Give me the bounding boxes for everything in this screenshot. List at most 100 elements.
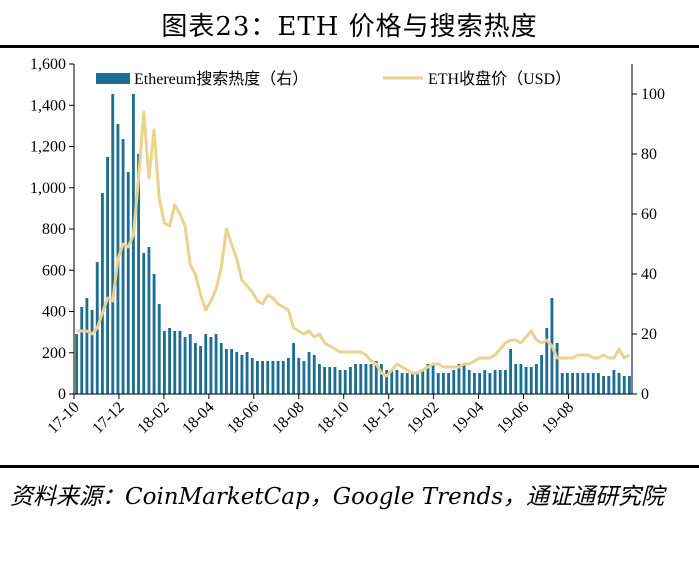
- search-heat-bar: [509, 349, 512, 394]
- right-tick-label: 80: [641, 146, 657, 163]
- x-tick-label: 18-06: [224, 399, 262, 437]
- search-heat-bar: [529, 367, 533, 394]
- search-heat-bar: [142, 253, 146, 394]
- left-tick-label: 1,400: [30, 97, 66, 114]
- left-tick-label: 400: [42, 304, 66, 321]
- search-heat-bar: [390, 370, 394, 394]
- search-heat-bar: [302, 361, 306, 394]
- left-tick-label: 1,600: [30, 56, 66, 73]
- search-heat-bar: [90, 310, 94, 394]
- search-heat-bar: [555, 343, 559, 394]
- search-heat-bar: [173, 331, 177, 394]
- x-tick-label: 19-08: [539, 399, 577, 437]
- left-tick-label: 0: [58, 386, 66, 403]
- search-heat-bar: [106, 157, 109, 394]
- search-heat-bar: [354, 364, 357, 394]
- search-heat-bar: [493, 370, 497, 394]
- legend-line-label: ETH收盘价（USD）: [428, 69, 571, 88]
- search-heat-bar: [261, 361, 264, 394]
- search-heat-bar: [442, 373, 445, 394]
- search-heat-bar: [369, 364, 373, 394]
- search-heat-bar: [219, 343, 223, 394]
- search-heat-bar: [333, 367, 337, 394]
- price-line: [76, 110, 631, 378]
- search-heat-bar: [400, 373, 404, 394]
- search-heat-bar: [364, 364, 368, 394]
- search-heat-bar: [535, 364, 538, 394]
- left-tick-label: 200: [42, 345, 66, 362]
- x-tick-label: 17-10: [44, 399, 82, 437]
- search-heat-bar: [462, 364, 466, 394]
- search-heat-bar: [607, 376, 611, 394]
- search-heat-bar: [447, 373, 450, 394]
- chart-legend: Ethereum搜索热度（右） ETH收盘价（USD）: [96, 69, 571, 88]
- search-heat-bar: [111, 94, 115, 394]
- search-heat-bar: [75, 334, 78, 394]
- search-heat-bar: [323, 367, 326, 394]
- search-heat-bar: [256, 361, 259, 394]
- search-heat-bar: [121, 139, 125, 394]
- search-heat-bar: [230, 349, 233, 394]
- x-tick-label: 19-02: [404, 399, 442, 437]
- search-heat-bar: [380, 364, 383, 394]
- search-heat-bar: [137, 154, 140, 394]
- chart-axes: [69, 63, 637, 399]
- right-tick-label: 60: [641, 206, 657, 223]
- search-heat-bar: [560, 373, 564, 394]
- search-heat-bar: [126, 172, 130, 394]
- search-heat-bar: [395, 370, 399, 394]
- x-tick-label: 18-08: [269, 399, 307, 437]
- search-heat-bar: [204, 334, 208, 394]
- search-heat-bar: [307, 352, 311, 394]
- search-heat-bar: [467, 370, 471, 394]
- right-tick-label: 0: [641, 386, 649, 403]
- search-heat-bar: [488, 373, 492, 394]
- legend-bar-label: Ethereum搜索热度（右）: [134, 70, 308, 88]
- search-heat-bar: [266, 361, 270, 394]
- search-heat-bar: [504, 370, 507, 394]
- search-heat-bar: [581, 373, 585, 394]
- search-heat-bar: [483, 370, 487, 394]
- search-heat-bar: [628, 376, 631, 394]
- search-heat-bar: [101, 193, 104, 394]
- page-title: 图表23：ETH 价格与搜索热度: [161, 12, 538, 42]
- x-tick-label: 19-04: [449, 399, 487, 437]
- left-tick-label: 600: [42, 262, 66, 279]
- search-heat-bar: [571, 373, 574, 394]
- right-tick-label: 100: [641, 86, 665, 103]
- search-heat-bar: [431, 364, 435, 394]
- eth-chart: 0 200 400 600 800 1,000 1,200 1,400 1,600 0 20 40 60…: [30, 56, 665, 437]
- search-heat-bar: [235, 352, 239, 394]
- x-tick-label: 18-12: [359, 399, 397, 437]
- search-heat-bars: [75, 94, 631, 394]
- search-heat-bar: [473, 373, 476, 394]
- search-heat-bar: [178, 331, 182, 394]
- search-heat-bar: [545, 328, 549, 394]
- search-heat-bar: [214, 334, 218, 394]
- search-heat-bar: [514, 364, 518, 394]
- search-heat-bar: [163, 331, 166, 394]
- search-heat-bar: [199, 346, 202, 394]
- search-heat-bar: [147, 247, 151, 394]
- search-heat-bar: [292, 343, 295, 394]
- search-heat-bar: [385, 370, 388, 394]
- search-heat-bar: [576, 373, 580, 394]
- search-heat-bar: [132, 94, 135, 394]
- search-heat-bar: [157, 304, 161, 394]
- search-heat-bar: [343, 370, 347, 394]
- x-tick-label: 18-02: [134, 399, 172, 437]
- right-tick-label: 20: [641, 326, 657, 343]
- search-heat-bar: [328, 367, 332, 394]
- search-heat-bar: [457, 364, 461, 394]
- search-heat-bar: [591, 373, 595, 394]
- search-heat-bar: [240, 355, 244, 394]
- title-divider: [0, 45, 699, 48]
- search-heat-bar: [374, 361, 378, 394]
- search-heat-bar: [188, 334, 192, 394]
- search-heat-bar: [250, 358, 254, 394]
- left-tick-label: 1,000: [30, 180, 66, 197]
- x-tick-label: 17-12: [89, 399, 127, 437]
- search-heat-bar: [271, 361, 275, 394]
- search-heat-bar: [436, 373, 440, 394]
- search-heat-bar: [359, 364, 363, 394]
